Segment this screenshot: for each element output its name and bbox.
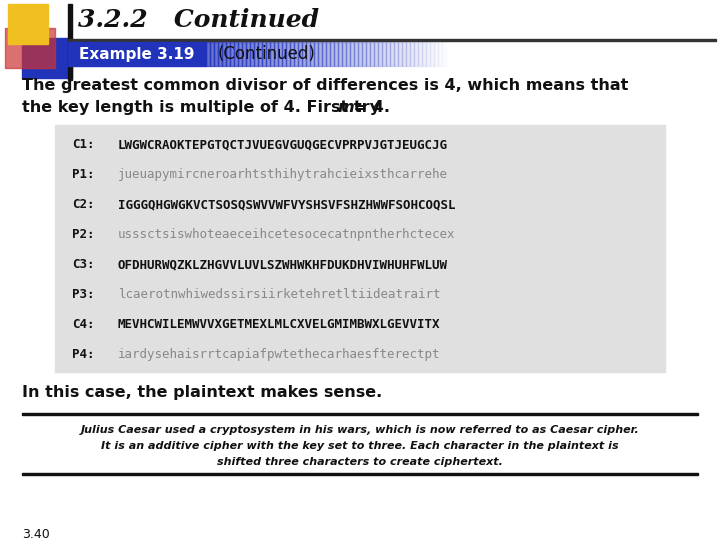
Bar: [55, 125, 665, 372]
Bar: [294, 42, 298, 66]
Text: OFDHURWQZKLZHGVVLUVLSZWHWKHFDUKDHVIWHUHFWLUW: OFDHURWQZKLZHGVVLUVLSZWHWKHFDUKDHVIWHUHF…: [118, 258, 448, 271]
Bar: [398, 42, 402, 66]
Bar: [374, 42, 378, 66]
Bar: [414, 42, 418, 66]
Bar: [278, 42, 282, 66]
Text: 3.40: 3.40: [22, 528, 50, 540]
Bar: [426, 42, 430, 66]
Text: 3.2.2   Continued: 3.2.2 Continued: [78, 8, 319, 32]
Bar: [370, 42, 374, 66]
Bar: [358, 42, 362, 66]
Bar: [250, 42, 254, 66]
Text: the key length is multiple of 4. First try: the key length is multiple of 4. First t…: [22, 100, 386, 115]
Text: LWGWCRAOKTEPGTQCTJVUEGVGUQGECVPRPVJGTJEUGCJG: LWGWCRAOKTEPGTQCTJVUEGVGUQGECVPRPVJGTJEU…: [118, 138, 448, 151]
Bar: [422, 42, 426, 66]
Bar: [270, 42, 274, 66]
Text: usssctsiswhoteaeceihcetesocecatnpntherhctecex: usssctsiswhoteaeceihcetesocecatnpntherhc…: [118, 228, 456, 241]
Bar: [406, 42, 410, 66]
Bar: [314, 42, 318, 66]
Bar: [322, 42, 326, 66]
Bar: [334, 42, 338, 66]
Bar: [354, 42, 358, 66]
Text: lcaerotnwhiwedssirsiirketehretltiideatrairt: lcaerotnwhiwedssirsiirketehretltiideatra…: [118, 288, 441, 301]
Bar: [386, 42, 390, 66]
Bar: [378, 42, 382, 66]
Text: C4:: C4:: [72, 318, 94, 331]
Bar: [68, 42, 206, 66]
Bar: [258, 42, 262, 66]
Bar: [346, 42, 350, 66]
Bar: [362, 42, 366, 66]
Bar: [254, 42, 258, 66]
Bar: [442, 42, 446, 66]
Bar: [274, 42, 278, 66]
Bar: [330, 42, 334, 66]
Bar: [430, 42, 434, 66]
Text: P4:: P4:: [72, 348, 94, 361]
Text: P3:: P3:: [72, 288, 94, 301]
Bar: [366, 42, 370, 66]
Bar: [68, 4, 72, 80]
Text: = 4.: = 4.: [348, 100, 390, 115]
Bar: [350, 42, 354, 66]
Bar: [262, 42, 266, 66]
Bar: [310, 42, 314, 66]
Text: MEVHCWILEMWVVXGETMEXLMLCXVELGMIMBWXLGEVVITX: MEVHCWILEMWVVXGETMEXLMLCXVELGMIMBWXLGEVV…: [118, 318, 441, 331]
Text: Julius Caesar used a cryptosystem in his wars, which is now referred to as Caesa: Julius Caesar used a cryptosystem in his…: [81, 425, 639, 435]
Bar: [390, 42, 394, 66]
Bar: [434, 42, 438, 66]
Bar: [22, 38, 72, 78]
Bar: [382, 42, 386, 66]
Bar: [326, 42, 330, 66]
Bar: [242, 42, 246, 66]
Text: In this case, the plaintext makes sense.: In this case, the plaintext makes sense.: [22, 385, 382, 400]
Bar: [230, 42, 234, 66]
Text: C3:: C3:: [72, 258, 94, 271]
Bar: [298, 42, 302, 66]
Text: P2:: P2:: [72, 228, 94, 241]
Text: IGGGQHGWGKVCTSOSQSWVVWFVYSHSVFSHZHWWFSOHCOQSL: IGGGQHGWGKVCTSOSQSWVVWFVYSHSVFSHZHWWFSOH…: [118, 198, 456, 211]
Bar: [306, 42, 310, 66]
Bar: [290, 42, 294, 66]
Bar: [5, 28, 55, 68]
Bar: [418, 42, 422, 66]
Bar: [8, 4, 48, 44]
Text: C1:: C1:: [72, 138, 94, 151]
Bar: [22, 472, 698, 475]
Bar: [266, 42, 270, 66]
Bar: [438, 42, 442, 66]
Bar: [318, 42, 322, 66]
Text: jueuapymircneroarhtsthihytrahcieixsthcarrehe: jueuapymircneroarhtsthihytrahcieixsthcar…: [118, 168, 448, 181]
Bar: [222, 42, 226, 66]
Bar: [214, 42, 218, 66]
Bar: [342, 42, 346, 66]
Bar: [338, 42, 342, 66]
Text: m: m: [338, 100, 355, 115]
Text: C2:: C2:: [72, 198, 94, 211]
Bar: [206, 42, 210, 66]
Bar: [22, 413, 698, 415]
Text: iardysehaisrrtcapiafpwtethecarhaesfterectpt: iardysehaisrrtcapiafpwtethecarhaesfterec…: [118, 348, 441, 361]
Text: P1:: P1:: [72, 168, 94, 181]
Bar: [234, 42, 238, 66]
Text: (Continued): (Continued): [218, 45, 316, 63]
Bar: [68, 39, 716, 41]
Text: The greatest common divisor of differences is 4, which means that: The greatest common divisor of differenc…: [22, 78, 629, 93]
Text: Example 3.19: Example 3.19: [79, 46, 194, 62]
Bar: [402, 42, 406, 66]
Bar: [410, 42, 414, 66]
Bar: [210, 42, 214, 66]
Bar: [282, 42, 286, 66]
Bar: [286, 42, 290, 66]
Text: shifted three characters to create ciphertext.: shifted three characters to create ciphe…: [217, 457, 503, 467]
Text: It is an additive cipher with the key set to three. Each character in the plaint: It is an additive cipher with the key se…: [102, 441, 618, 451]
Bar: [302, 42, 306, 66]
Bar: [218, 42, 222, 66]
Bar: [394, 42, 398, 66]
Bar: [238, 42, 242, 66]
Bar: [246, 42, 250, 66]
Bar: [226, 42, 230, 66]
